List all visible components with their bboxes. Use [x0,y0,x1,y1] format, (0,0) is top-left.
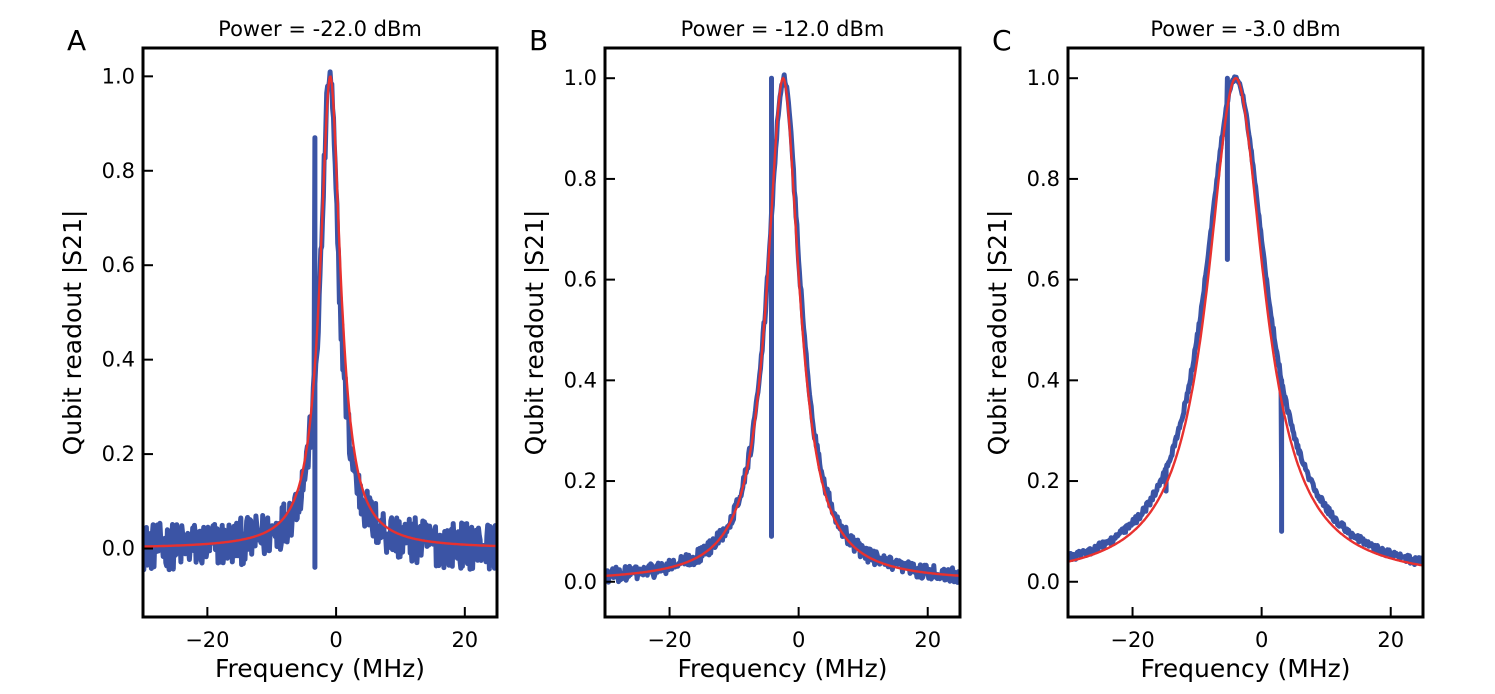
fit-series-line [143,75,497,548]
measured-series-line [143,69,497,573]
x-tick-label: 0 [1255,628,1268,652]
x-axis-label: Frequency (MHz) [677,654,887,683]
chart-title: Power = -3.0 dBm [1150,17,1340,41]
axes-frame [603,46,962,619]
y-tick-label: 0.0 [1027,570,1060,594]
y-tick-label: 0.6 [1027,268,1060,292]
panel-label: A [67,24,86,57]
y-tick-label: 0.0 [564,570,597,594]
x-tick-label: 0 [792,628,805,652]
y-tick-label: 1.0 [1027,66,1060,90]
y-tick-label: 0.4 [1027,368,1060,392]
plot-area [605,72,960,585]
y-tick-label: 0.6 [102,253,135,277]
y-tick-label: 1.0 [564,66,597,90]
x-tick-label: −20 [647,628,691,652]
x-tick-label: −20 [185,628,229,652]
panel-label: B [529,24,548,57]
fit-series-line [1068,76,1423,567]
y-tick-label: 0.4 [564,368,597,392]
x-axis-label: Frequency (MHz) [215,654,425,683]
plot-area [1068,74,1423,567]
y-tick-label: 0.4 [102,348,135,372]
y-tick-label: 0.8 [102,159,135,183]
axes-frame [1066,46,1425,619]
y-tick-label: 1.0 [102,64,135,88]
y-tick-label: 0.6 [564,268,597,292]
x-axis-label: Frequency (MHz) [1140,654,1350,683]
y-axis-label: Qubit readout |S21| [983,210,1012,456]
plot-area [143,69,497,573]
x-tick-label: 0 [329,628,342,652]
axes-frame [141,46,499,619]
y-tick-label: 0.2 [564,469,597,493]
measured-series-line [605,72,960,585]
panel-c: −20 0 20 0.0 0.2 0.4 0.6 0.8 1.0 Power = -3.0 dBm… [983,17,1425,683]
fit-series-line [605,76,960,578]
y-tick-label: 0.8 [1027,167,1060,191]
measured-series-line [1068,74,1423,567]
panel-b: −20 0 20 0.0 0.2 0.4 0.6 0.8 1.0 Power = -12.0 dB… [520,17,962,683]
panel-a: −20 0 20 0.0 0.2 0.4 0.6 0.8 1.0 Power = -22.0 dB… [58,17,499,683]
x-tick-label: 20 [914,628,941,652]
chart-title: Power = -22.0 dBm [218,17,422,41]
y-tick-label: 0.2 [102,442,135,466]
panel-label: C [992,24,1012,57]
y-tick-label: 0.8 [564,167,597,191]
y-tick-label: 0.2 [1027,469,1060,493]
x-tick-label: −20 [1110,628,1154,652]
chart-title: Power = -12.0 dBm [681,17,885,41]
y-tick-label: 0.0 [102,537,135,561]
y-axis-label: Qubit readout |S21| [58,210,87,456]
y-axis-label: Qubit readout |S21| [520,210,549,456]
x-tick-label: 20 [1377,628,1404,652]
x-tick-label: 20 [451,628,478,652]
